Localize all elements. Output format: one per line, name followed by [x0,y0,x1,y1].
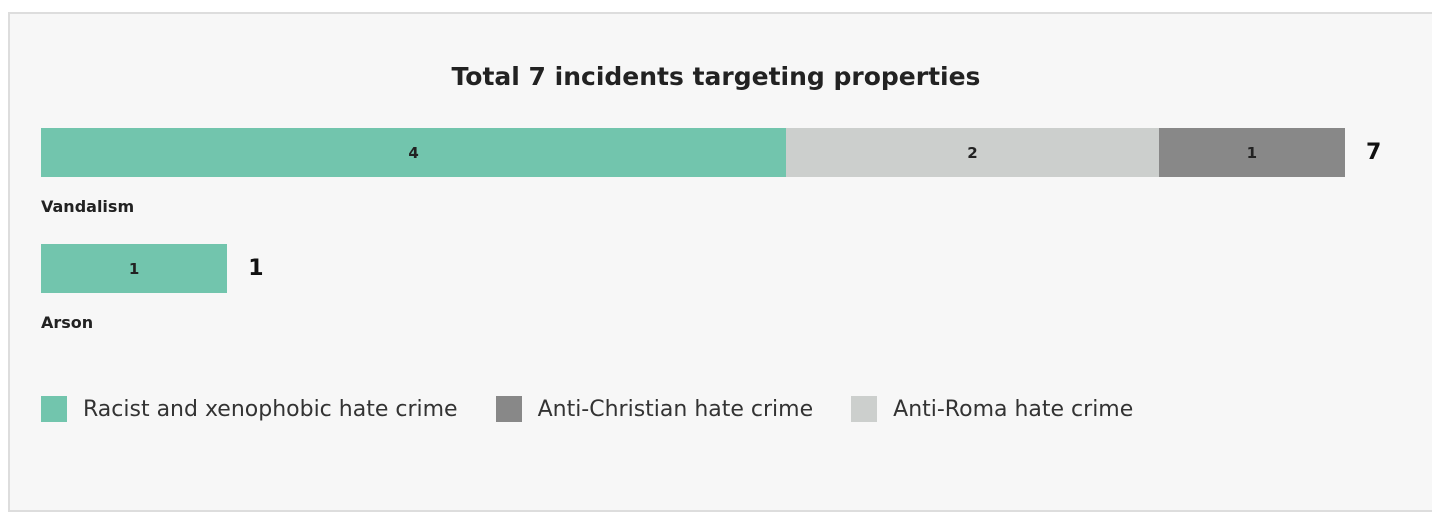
legend-swatch [495,396,522,422]
bar-total-label: 1 [248,256,264,281]
legend-swatch [41,396,67,422]
chart-title: Total 7 incidents targeting properties [451,62,981,91]
bar-track: 4 2 1 [41,128,1345,177]
chart-card [8,12,1432,512]
bar-data-label: 4 [408,143,419,162]
chart-legend: Racist and xenophobic hate crime Anti-Chr… [41,396,1171,422]
bar-total-label: 7 [1366,140,1382,165]
bar-segment: 1 [41,244,228,293]
legend-swatch [851,396,878,422]
legend-label: Racist and xenophobic hate crime [83,396,458,422]
bar-segment: 4 [41,128,787,177]
bar-data-label: 2 [967,143,978,162]
bar-segment: 2 [786,128,1159,177]
category-label: Arson [41,313,94,332]
bar-data-label: 1 [128,259,140,278]
legend-item: Anti-Christian hate crime [495,396,814,422]
legend-label: Anti-Christian hate crime [537,396,814,422]
bar-track: 1 [41,244,1345,293]
legend-label: Anti-Roma hate crime [893,396,1134,422]
bar-data-label: 1 [1246,143,1258,162]
legend-item: Racist and xenophobic hate crime [41,396,458,422]
bar-segment: 1 [1158,128,1345,177]
legend-item: Anti-Roma hate crime [851,396,1133,422]
category-label: Vandalism [41,197,135,216]
